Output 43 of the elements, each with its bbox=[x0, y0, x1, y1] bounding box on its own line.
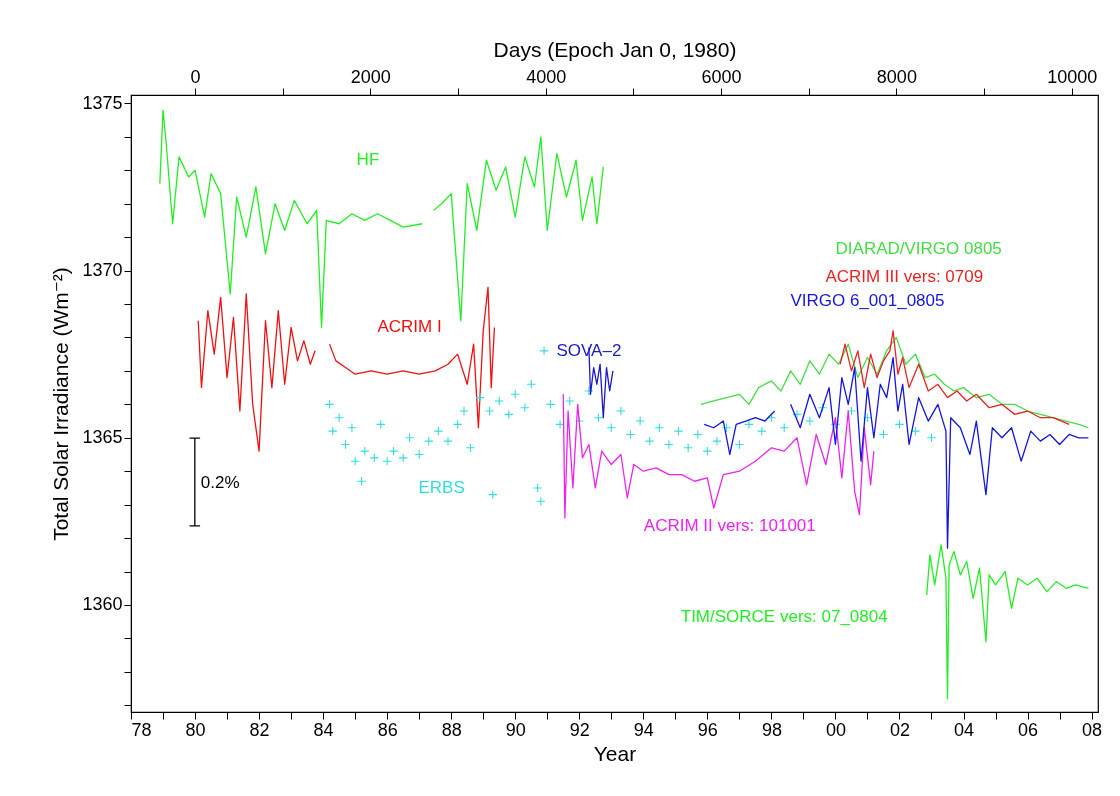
line-series bbox=[700, 336, 1090, 429]
series-label: ERBS bbox=[418, 477, 465, 497]
y-tick-label: 1365 bbox=[82, 427, 123, 448]
line-series bbox=[839, 330, 1070, 426]
y-axis-title: Total Solar Irradiance (Wm⁻²) bbox=[49, 267, 73, 541]
text: DIARAD/VIRGO 0805 bbox=[835, 238, 1002, 258]
x-tick-label: 06 bbox=[1018, 719, 1039, 740]
text: VIRGO 6_001_0805 bbox=[790, 290, 945, 310]
x-tick-label: 02 bbox=[889, 719, 910, 740]
x-tick-label: 90 bbox=[505, 719, 526, 740]
x-axis-title: Year bbox=[593, 741, 637, 765]
x2-tick-label: 6000 bbox=[701, 66, 742, 87]
x-tick-label: 96 bbox=[697, 719, 718, 740]
y-tick-label: 1375 bbox=[82, 92, 123, 113]
series-label: ACRIM II vers: 101001 bbox=[643, 516, 816, 536]
x-tick-label: 86 bbox=[377, 719, 398, 740]
x2-tick-label: 8000 bbox=[876, 66, 917, 87]
text: TIM/SORCE vers: 07_0804 bbox=[680, 606, 888, 626]
x-tick-label: 98 bbox=[761, 719, 782, 740]
x2-tick-label: 2000 bbox=[350, 66, 391, 87]
x-tick-label: 78 bbox=[131, 719, 152, 740]
x-tick-label: 92 bbox=[569, 719, 590, 740]
x-tick-label: 94 bbox=[633, 719, 654, 740]
x-tick-label: 08 bbox=[1082, 719, 1103, 740]
series-label: ACRIM I bbox=[377, 317, 442, 337]
x-tick-label: 80 bbox=[185, 719, 206, 740]
x2-tick-label: 4000 bbox=[526, 66, 567, 87]
line-series bbox=[926, 544, 1090, 700]
text: ACRIM III vers: 0709 bbox=[825, 267, 984, 287]
text: HF bbox=[356, 150, 380, 170]
y-tick-label: 1370 bbox=[82, 260, 123, 281]
x2-axis-title: Days (Epoch Jan 0, 1980) bbox=[493, 37, 737, 61]
annotation: 0.2% bbox=[200, 473, 240, 493]
x2-tick-label: 10000 bbox=[1047, 66, 1098, 87]
series-label: SOVA–2 bbox=[556, 340, 622, 360]
x-tick-label: 84 bbox=[313, 719, 334, 740]
x2-tick-label: 0 bbox=[190, 66, 201, 87]
x-tick-label: 82 bbox=[249, 719, 270, 740]
x-tick-label: 00 bbox=[825, 719, 846, 740]
y-tick-label: 1360 bbox=[82, 594, 123, 615]
line-series bbox=[562, 393, 875, 519]
x-tick-label: 88 bbox=[441, 719, 462, 740]
x-tick-label: 04 bbox=[954, 719, 975, 740]
